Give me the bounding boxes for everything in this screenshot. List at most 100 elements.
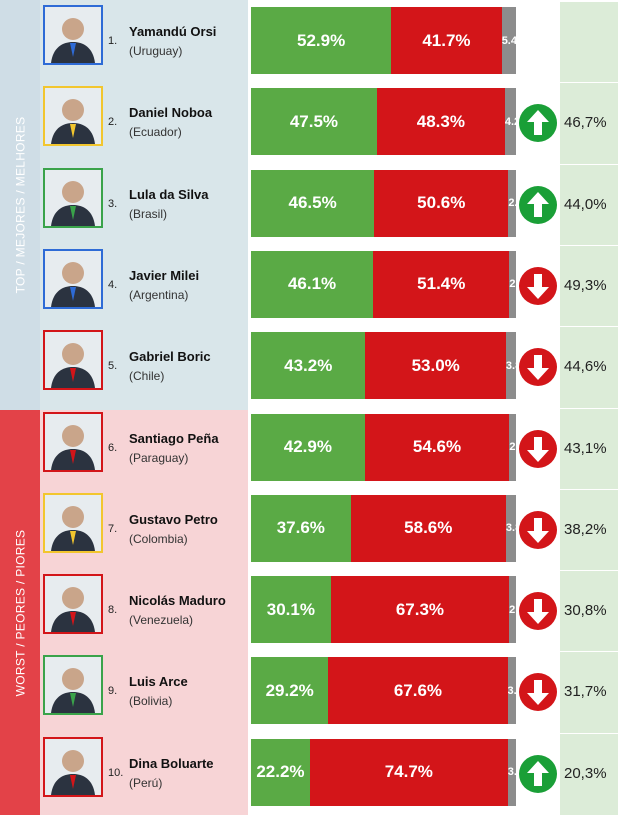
bottom-group-label: WORST / PEORES / PIORES: [0, 410, 40, 815]
disapprove-bar: 58.6%: [350, 494, 506, 562]
top-group-label-text: TOP / MEJORES / MELHORES: [13, 116, 28, 294]
row-separator: [560, 244, 618, 246]
approve-bar: 47.5%: [251, 88, 377, 156]
candidate-country: (Colombia): [129, 531, 188, 546]
rank-number: 9.: [108, 685, 118, 698]
portrait-icon: [45, 413, 101, 470]
approve-bar: 46.1%: [251, 250, 374, 318]
undecided-bar: 3.8: [505, 494, 516, 562]
candidate-country: (Bolivia): [129, 694, 173, 709]
previous-rating-column: [560, 2, 618, 815]
approve-bar: 22.2%: [251, 738, 310, 806]
previous-rating: 46,7%: [564, 114, 607, 132]
candidate-name: Dina Boluarte: [129, 755, 214, 771]
previous-rating: 38,2%: [564, 520, 607, 538]
portrait-icon: [45, 250, 101, 307]
row-separator: [560, 732, 618, 734]
approve-bar: 29.2%: [251, 657, 329, 725]
rank-number: 8.: [108, 604, 118, 617]
undecided-bar: 3.1: [507, 738, 516, 806]
disapprove-bar: 54.6%: [364, 413, 510, 481]
rank-number: 5.: [108, 360, 118, 373]
approve-bar: 43.2%: [251, 332, 366, 400]
portrait-icon: [45, 657, 101, 714]
approve-bar: 37.6%: [251, 494, 351, 562]
arrow-down-icon: [517, 671, 559, 713]
approve-bar: 52.9%: [251, 7, 392, 74]
candidate-name: Gabriel Boric: [129, 349, 211, 365]
candidate-country: (Argentina): [129, 287, 189, 302]
candidate-photo: [43, 736, 103, 797]
undecided-bar: 3.2: [507, 657, 516, 725]
candidate-photo: [43, 330, 103, 391]
candidate-photo: [43, 86, 103, 147]
candidate-photo: [43, 411, 103, 472]
candidate-country: (Venezuela): [129, 613, 194, 628]
rank-number: 10.: [108, 766, 124, 779]
portrait-icon: [45, 88, 101, 145]
portrait-icon: [45, 7, 101, 63]
undecided-bar: 2.6: [509, 576, 516, 644]
candidate-name: Nicolás Maduro: [129, 593, 226, 609]
row-separator: [560, 651, 618, 653]
undecided-bar: 3.8: [505, 332, 516, 400]
row-separator: [560, 82, 618, 84]
portrait-icon: [45, 494, 101, 551]
candidate-name: Luis Arce: [129, 674, 188, 690]
previous-rating: 20,3%: [564, 764, 607, 782]
arrow-down-icon: [517, 509, 559, 551]
approve-bar: 30.1%: [251, 576, 331, 644]
top-group-label: TOP / MEJORES / MELHORES: [0, 0, 40, 410]
arrow-down-icon: [517, 590, 559, 632]
candidate-country: (Ecuador): [129, 125, 182, 140]
arrow-up-icon: [517, 753, 559, 795]
row-separator: [560, 407, 618, 409]
candidate-name: Daniel Noboa: [129, 105, 213, 121]
candidate-photo: [43, 167, 103, 228]
disapprove-bar: 51.4%: [373, 250, 510, 318]
rank-number: 4.: [108, 278, 118, 291]
candidate-photo: [43, 5, 103, 65]
disapprove-bar: 67.3%: [330, 576, 510, 644]
row-separator: [560, 488, 618, 490]
previous-rating: 44,6%: [564, 358, 607, 376]
candidate-photo: [43, 574, 103, 635]
arrow-down-icon: [517, 428, 559, 470]
disapprove-bar: 53.0%: [365, 332, 506, 400]
previous-rating: 43,1%: [564, 439, 607, 457]
candidate-name: Javier Milei: [129, 267, 200, 283]
undecided-bar: 2.9: [508, 169, 516, 237]
candidate-country: (Chile): [129, 369, 165, 384]
portrait-icon: [45, 576, 101, 633]
candidate-name: Santiago Peña: [129, 430, 219, 446]
approve-bar: 46.5%: [251, 169, 375, 237]
disapprove-bar: 41.7%: [391, 7, 502, 74]
rank-number: 1.: [108, 35, 118, 47]
arrow-up-icon: [517, 102, 559, 144]
previous-rating: 31,7%: [564, 683, 607, 701]
undecided-bar: 2.5: [509, 250, 516, 318]
bottom-group-band: [0, 410, 40, 815]
bottom-group-label-text: WORST / PEORES / PIORES: [13, 529, 27, 696]
candidate-country: (Brasil): [129, 206, 167, 221]
portrait-icon: [45, 169, 101, 226]
portrait-icon: [45, 332, 101, 389]
approve-bar: 42.9%: [251, 413, 365, 481]
candidate-country: (Paraguay): [129, 450, 189, 465]
row-separator: [560, 326, 618, 328]
arrow-down-icon: [517, 346, 559, 388]
disapprove-bar: 74.7%: [309, 738, 508, 806]
candidate-country: (Perú): [129, 775, 163, 790]
rank-number: 2.: [108, 116, 118, 129]
top-group-band: [0, 0, 40, 410]
candidate-photo: [43, 655, 103, 716]
disapprove-bar: 48.3%: [376, 88, 505, 156]
previous-rating: 44,0%: [564, 195, 607, 213]
candidate-photo: [43, 248, 103, 309]
row-separator: [560, 570, 618, 572]
row-separator: [560, 163, 618, 165]
rank-number: 3.: [108, 197, 118, 210]
candidate-name: Gustavo Petro: [129, 511, 218, 527]
undecided-bar: 5.4%: [501, 7, 516, 74]
portrait-icon: [45, 738, 101, 795]
